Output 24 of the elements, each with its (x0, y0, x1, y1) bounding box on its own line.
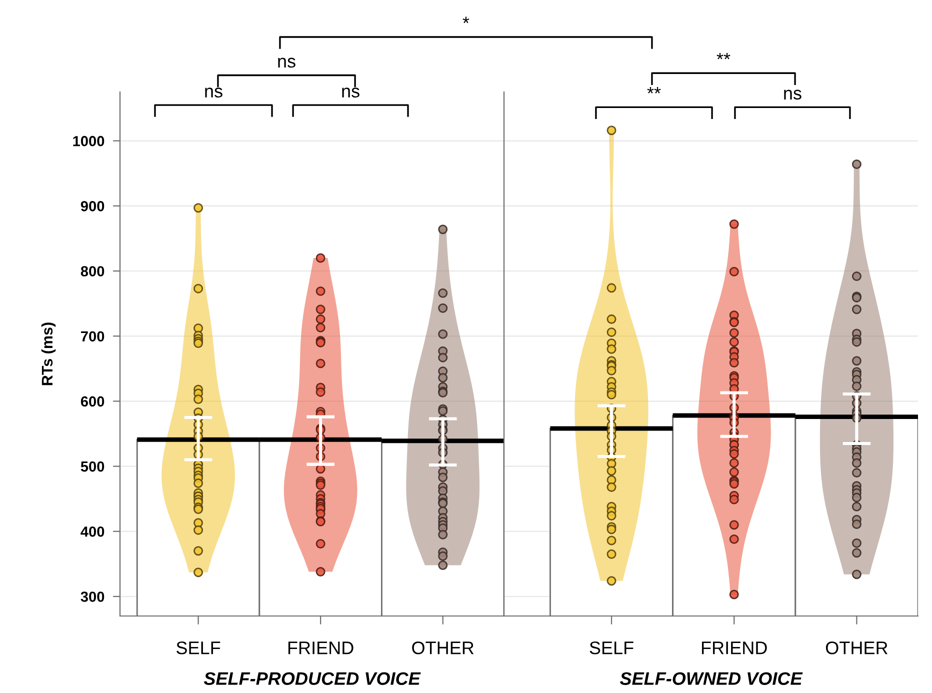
text: * (462, 16, 470, 24)
x-axis-title: SELF-OWNED VOICE (620, 672, 803, 685)
y-tick-label: 400 (80, 526, 104, 537)
y-axis-title: RTs (ms) (41, 322, 56, 386)
x-tick-label: OTHER (826, 641, 888, 654)
y-tick-label: 1000 (73, 136, 104, 146)
x-axis-title: SELF-PRODUCED VOICE (204, 672, 421, 685)
text: ns (278, 58, 296, 68)
y-tick-label: 600 (80, 396, 104, 407)
x-tick-label: SELF (590, 641, 634, 654)
annotation: ** (647, 87, 661, 94)
y-tick-label: 500 (80, 461, 104, 472)
y-tick-label: 800 (80, 266, 104, 276)
annotation: ns (784, 90, 802, 100)
annotation: ns (342, 88, 360, 98)
x-tick-label: FRIEND (702, 642, 767, 654)
y-tick-label: 700 (81, 331, 104, 342)
y-tick-label: 900 (80, 201, 104, 212)
annotation: ns (205, 88, 222, 98)
y-tick-label: 300 (80, 592, 104, 602)
x-tick-label: OTHER (412, 641, 474, 654)
x-tick-label: FRIEND (288, 642, 354, 654)
x-tick-label: SELF (176, 641, 220, 654)
text: ** (716, 52, 730, 60)
